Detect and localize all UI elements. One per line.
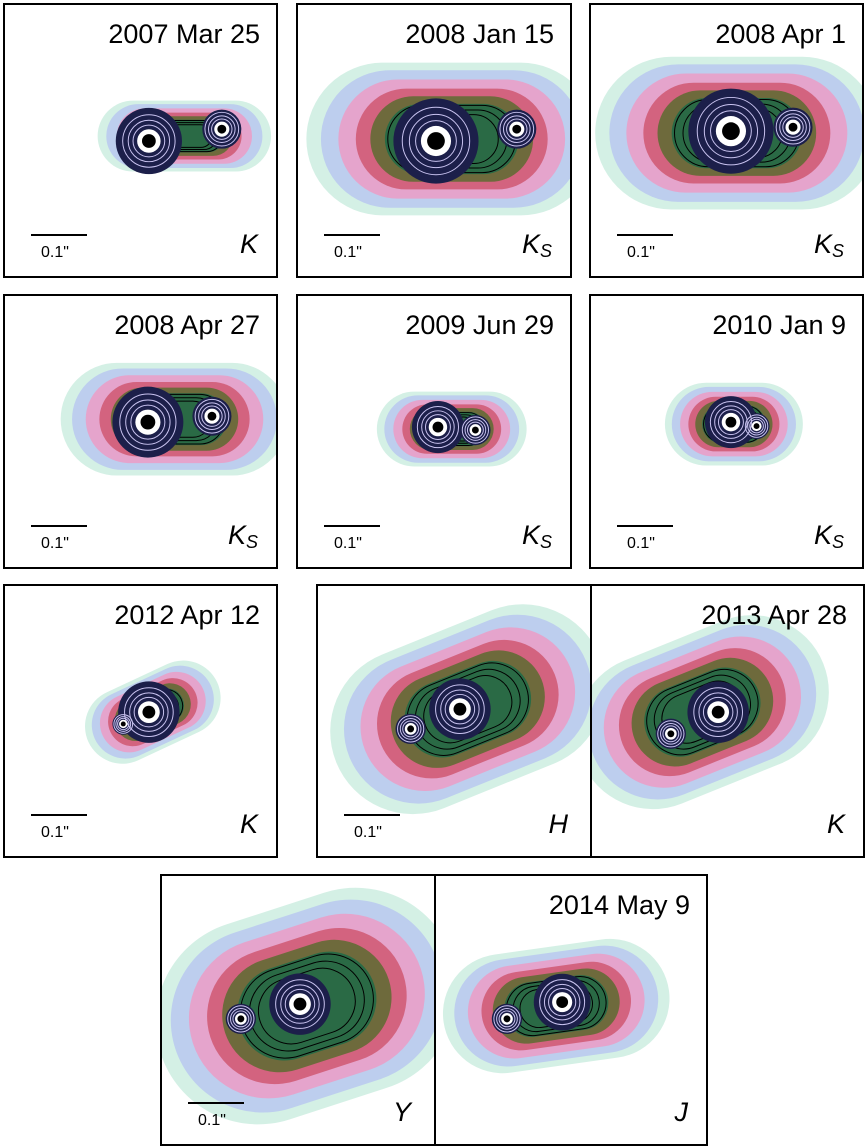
- scale-bar-label: 0.1": [41, 244, 69, 261]
- filter-band-label: K: [239, 809, 258, 839]
- filter-band-label-j: J: [674, 1097, 689, 1127]
- image-panel-pair-2013-apr-28: 2013 Apr 28 0.1" H K: [316, 584, 865, 858]
- image-panel-pair-2014-may-9: 2014 May 9 0.1" Y J: [160, 874, 708, 1146]
- scale-bar: [617, 234, 673, 236]
- panel-date: 2010 Jan 9: [712, 310, 846, 340]
- binary-image-contours-h: [330, 604, 591, 815]
- image-panel-2008-jan-15: 2008 Jan 15 0.1" KS: [296, 3, 572, 278]
- filter-band-label-k: K: [826, 809, 845, 839]
- scale-bar: [617, 525, 673, 527]
- panel-date: 2008 Apr 1: [715, 19, 846, 49]
- panel-date: 2009 Jun 29: [405, 310, 554, 340]
- panel-date: 2014 May 9: [548, 890, 690, 920]
- scale-bar-label: 0.1": [627, 535, 655, 552]
- panel-divider: [434, 876, 436, 1144]
- filter-band-label: K: [239, 229, 258, 259]
- scale-bar: [31, 525, 87, 527]
- binary-image-contours: [595, 56, 862, 210]
- filter-band-label: KS: [521, 520, 552, 552]
- scale-bar: [31, 234, 87, 236]
- panel-date: 2007 Mar 25: [108, 19, 260, 49]
- image-panel-2009-jun-29: 2009 Jun 29 0.1" KS: [296, 294, 572, 569]
- scale-bar-label: 0.1": [41, 535, 69, 552]
- binary-image-contours: [60, 362, 276, 476]
- scale-bar-label: 0.1": [41, 824, 69, 841]
- image-panel-2012-apr-12: 2012 Apr 12 0.1" K: [3, 584, 278, 858]
- binary-image-contours: [306, 62, 570, 216]
- scale-bar: [324, 525, 380, 527]
- scale-bar: [344, 814, 400, 816]
- image-panel-2008-apr-1: 2008 Apr 1 0.1" KS: [589, 3, 864, 278]
- panel-divider: [590, 586, 592, 856]
- filter-band-label: KS: [813, 229, 844, 261]
- filter-band-label: KS: [227, 520, 258, 552]
- image-panel-2007-mar-25: 2007 Mar 25 0.1" K: [3, 3, 278, 278]
- panel-date: 2008 Jan 15: [405, 19, 554, 49]
- binary-image-contours-j: [442, 938, 670, 1074]
- scale-bar: [324, 234, 380, 236]
- scale-bar: [31, 814, 87, 816]
- binary-image-contours: [376, 391, 527, 467]
- scale-bar-label: 0.1": [198, 1112, 226, 1129]
- filter-band-label: KS: [813, 520, 844, 552]
- image-panel-2008-apr-27: 2008 Apr 27 0.1" KS: [3, 294, 278, 569]
- panel-date: 2013 Apr 28: [701, 600, 847, 630]
- panel-date: 2012 Apr 12: [114, 600, 260, 630]
- filter-band-label: KS: [521, 229, 552, 261]
- panel-date: 2008 Apr 27: [114, 310, 260, 340]
- scale-bar-label: 0.1": [334, 244, 362, 261]
- scale-bar: [188, 1102, 244, 1104]
- scale-bar-label: 0.1": [334, 535, 362, 552]
- scale-bar-label: 0.1": [627, 244, 655, 261]
- image-panel-2010-jan-9: 2010 Jan 9 0.1" KS: [589, 294, 864, 569]
- binary-image-contours: [664, 382, 803, 466]
- scale-bar-label: 0.1": [354, 824, 382, 841]
- binary-image-contours-y: [162, 887, 435, 1125]
- binary-image-contours: [97, 100, 272, 175]
- filter-band-label-h: H: [548, 809, 569, 839]
- filter-band-label-y: Y: [392, 1097, 411, 1127]
- binary-image-contours: [85, 660, 221, 764]
- binary-image-contours-k: [592, 615, 829, 810]
